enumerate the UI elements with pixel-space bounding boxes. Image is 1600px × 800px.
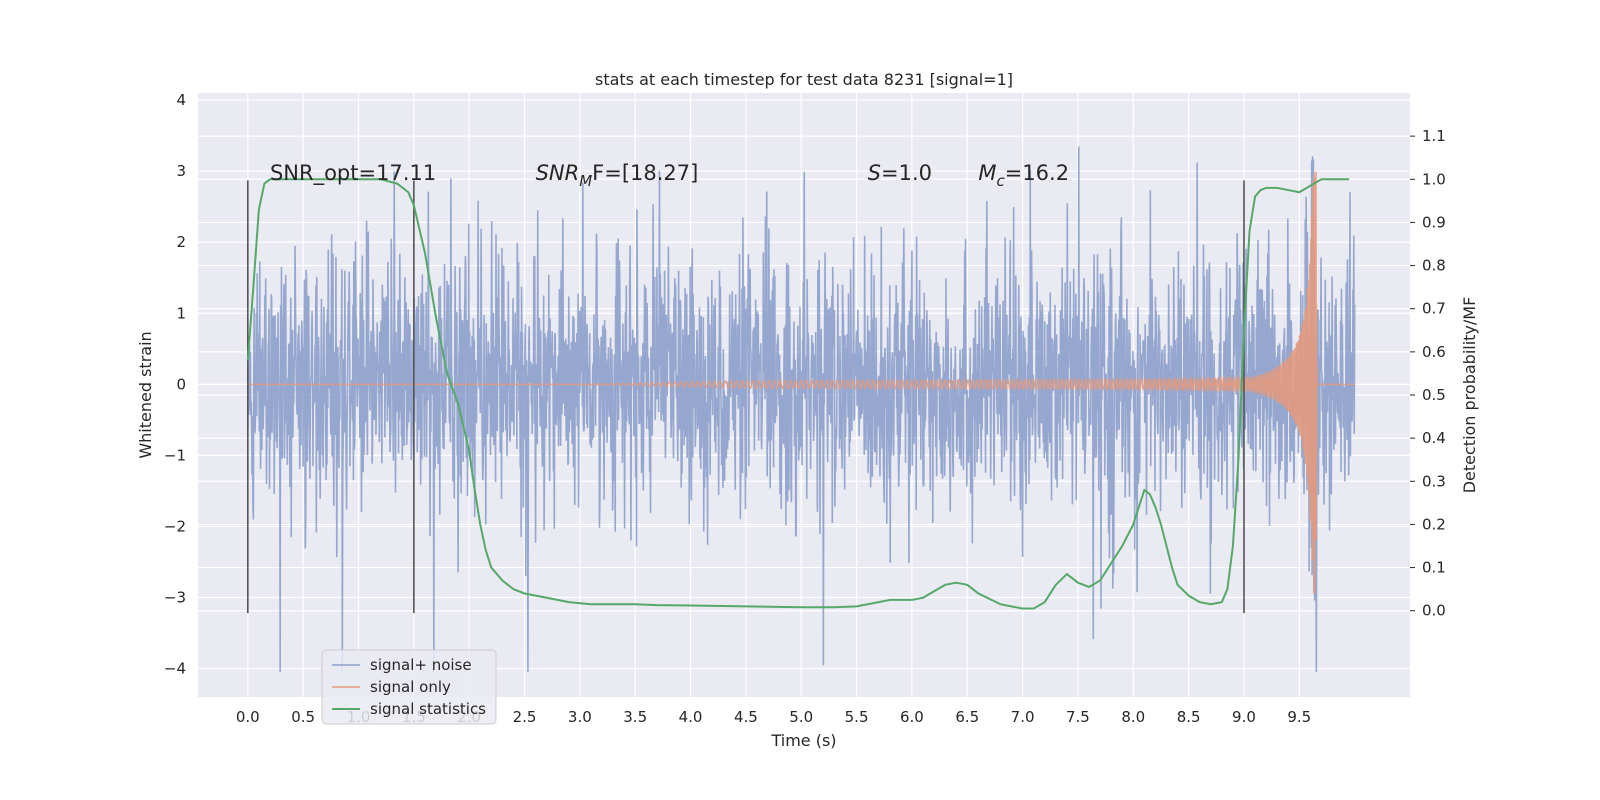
legend-entry-stats: signal statistics <box>370 700 486 718</box>
y2-tick-label: 0.8 <box>1422 257 1446 275</box>
y-ticks: 4 3 2 1 0 −1 −2 −3 −4 <box>164 91 186 677</box>
annotations: SNR_opt=17.11 SNRMF=[18.27] S=1.0 Mc=16.2 <box>270 161 1069 190</box>
x-tick-label: 6.5 <box>955 708 979 726</box>
x-tick-label: 6.0 <box>900 708 924 726</box>
x-tick-label: 5.5 <box>845 708 869 726</box>
legend-entry-noise: signal+ noise <box>370 656 472 674</box>
y-tick-label: 1 <box>176 304 186 322</box>
x-tick-label: 7.5 <box>1066 708 1090 726</box>
y-tick-label: 4 <box>176 91 186 109</box>
legend-box <box>321 649 497 725</box>
annotation-0: SNR_opt=17.11 <box>270 161 436 186</box>
x-tick-label: 8.5 <box>1177 708 1201 726</box>
y-tick-label: −1 <box>164 446 186 464</box>
annotation-1: SNRMF=[18.27] <box>536 161 699 190</box>
x-tick-label: 0.5 <box>291 708 315 726</box>
y-tick-label: 0 <box>176 375 186 393</box>
legend-entry-signal: signal only <box>370 678 451 696</box>
plot-area <box>246 146 1356 673</box>
y2-tick-label: 1.1 <box>1422 127 1446 145</box>
y2-tick-label: 0.3 <box>1422 472 1446 490</box>
x-tick-label: 7.0 <box>1011 708 1035 726</box>
x-axis-label: Time (s) <box>770 731 836 750</box>
y2-tick-label: 0.1 <box>1422 559 1446 577</box>
y-axis-label: Whitened strain <box>136 331 155 458</box>
y2-axis-label: Detection probability/MF <box>1460 297 1479 494</box>
y-tick-label: −4 <box>164 660 186 678</box>
series-signal-only <box>247 171 1355 594</box>
x-tick-label: 3.5 <box>623 708 647 726</box>
y2-tick-label: 0.5 <box>1422 386 1446 404</box>
x-tick-label: 0.0 <box>236 708 260 726</box>
series-signal-noise <box>247 146 1356 673</box>
legend: signal+ noise signal only signal statist… <box>321 649 497 725</box>
x-tick-label: 4.5 <box>734 708 758 726</box>
series-signal-statistics <box>246 178 1350 610</box>
y-tick-label: −3 <box>164 589 186 607</box>
y2-tick-label: 0.9 <box>1422 213 1446 231</box>
annotation-2: S=1.0 <box>868 161 932 185</box>
y-tick-label: −2 <box>164 517 186 535</box>
y2-tick-label: 0.2 <box>1422 515 1446 533</box>
x-tick-label: 4.0 <box>679 708 703 726</box>
y-tick-label: 3 <box>176 162 186 180</box>
x-tick-label: 8.0 <box>1121 708 1145 726</box>
annotation-3: Mc=16.2 <box>978 161 1069 190</box>
y2-tick-label: 1.0 <box>1422 170 1446 188</box>
y2-tick-label: 0.6 <box>1422 343 1446 361</box>
y2-ticks: 1.1 1.0 0.9 0.8 0.7 0.6 0.5 0.4 0.3 0.2 0.1 0.0 <box>1410 127 1446 620</box>
x-tick-label: 5.0 <box>789 708 813 726</box>
x-tick-label: 3.0 <box>568 708 592 726</box>
x-tick-label: 9.5 <box>1287 708 1311 726</box>
y-tick-label: 2 <box>176 233 186 251</box>
x-tick-label: 2.5 <box>513 708 537 726</box>
y2-tick-label: 0.7 <box>1422 300 1446 318</box>
x-tick-label: 9.0 <box>1232 708 1256 726</box>
chart-title: stats at each timestep for test data 823… <box>595 70 1013 89</box>
y2-tick-label: 0.0 <box>1422 602 1446 620</box>
y2-tick-label: 0.4 <box>1422 429 1446 447</box>
